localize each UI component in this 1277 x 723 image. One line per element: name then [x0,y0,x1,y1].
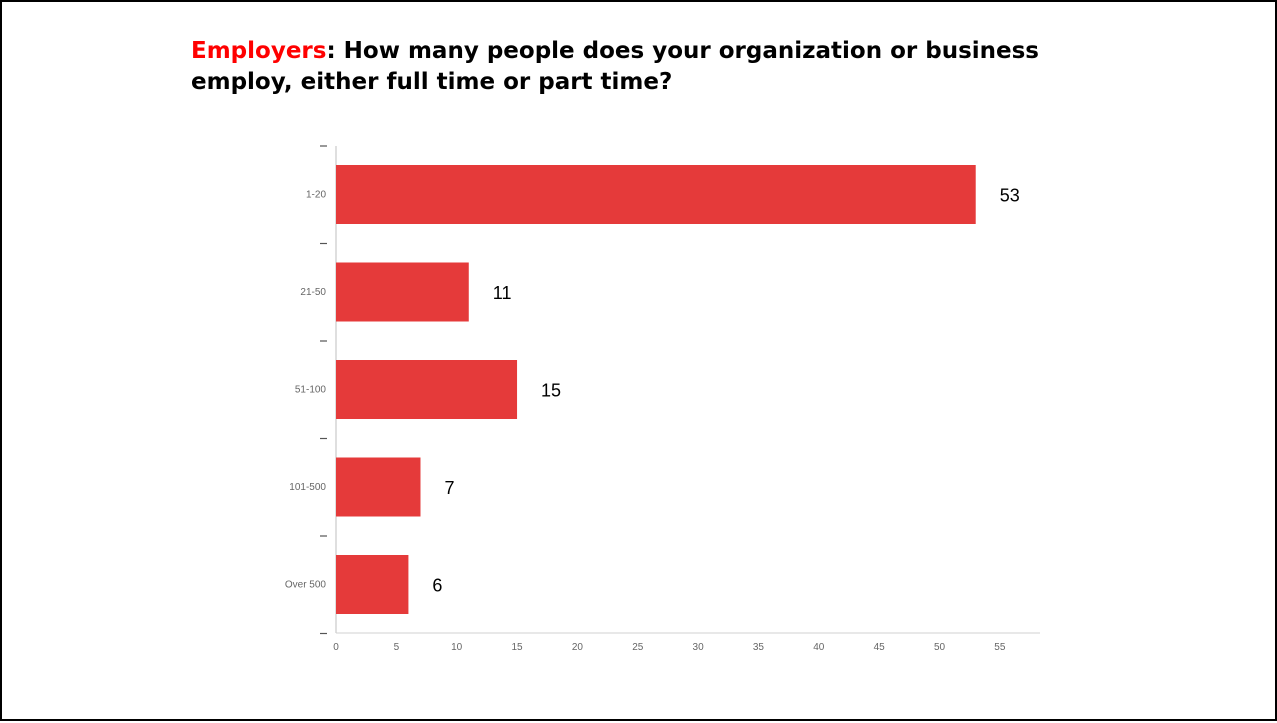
bar [336,165,976,224]
x-tick-label: 35 [753,642,765,653]
bar [336,360,518,419]
x-tick-label: 20 [572,642,584,653]
data-label: 15 [541,381,561,401]
x-tick-label: 15 [511,642,523,653]
bar [336,555,409,614]
category-label: 1-20 [306,190,326,201]
category-label: 101-500 [289,482,326,493]
x-tick-label: 50 [934,642,946,653]
category-label: 51-100 [295,385,327,396]
x-tick-label: 5 [394,642,400,653]
bar [336,262,469,322]
data-label: 53 [1000,186,1020,206]
bar [336,457,421,517]
x-tick-label: 40 [813,642,825,653]
category-label: 21-50 [300,287,326,298]
chart-title: Employers: How many people does your org… [191,36,1091,98]
x-tick-label: 0 [333,642,339,653]
data-label: 6 [432,576,442,596]
title-text: : How many people does your organization… [191,38,1039,95]
x-tick-label: 30 [693,642,705,653]
data-label: 7 [444,478,454,498]
x-tick-label: 45 [874,642,886,653]
x-tick-label: 25 [632,642,644,653]
title-highlight: Employers [191,38,327,64]
x-tick-label: 10 [451,642,463,653]
x-tick-label: 55 [994,642,1006,653]
category-label: Over 500 [285,580,327,591]
data-label: 11 [493,283,512,303]
